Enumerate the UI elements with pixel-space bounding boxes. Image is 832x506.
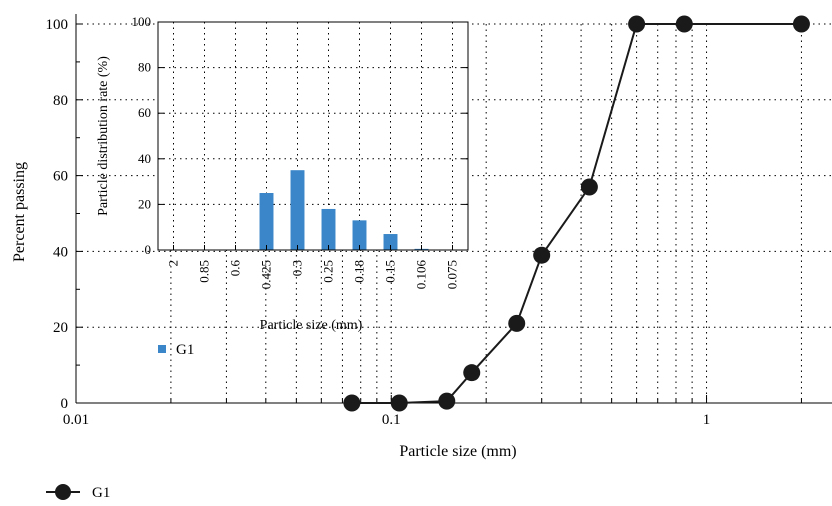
inset-x-tick-label: 0.15 bbox=[383, 260, 398, 283]
main-series-point bbox=[463, 364, 481, 382]
inset-y-tick-label: 100 bbox=[132, 14, 152, 29]
main-x-tick-label: 0.1 bbox=[382, 412, 401, 428]
inset-bar bbox=[383, 234, 398, 250]
main-y-axis-title: Percent passing bbox=[11, 162, 28, 262]
inset-bar bbox=[352, 220, 367, 250]
inset-x-tick-label: 0.6 bbox=[228, 260, 243, 277]
main-y-tick-label: 100 bbox=[46, 17, 69, 33]
main-series-line bbox=[351, 23, 802, 404]
inset-y-tick-label: 0 bbox=[145, 242, 152, 257]
inset-bar bbox=[290, 170, 305, 250]
main-series-point bbox=[792, 15, 810, 33]
inset-x-tick-label: 0.075 bbox=[445, 260, 460, 289]
main-series-point bbox=[533, 246, 551, 264]
main-legend-label: G1 bbox=[92, 485, 110, 501]
inset-background bbox=[158, 22, 468, 250]
inset-y-tick-label: 60 bbox=[138, 105, 151, 120]
main-legend-marker bbox=[55, 484, 71, 500]
inset-x-tick-label: 2 bbox=[166, 260, 181, 267]
main-series-point bbox=[580, 178, 598, 196]
inset-frame bbox=[157, 21, 469, 251]
inset-y-tick-label: 40 bbox=[138, 151, 151, 166]
main-series-point bbox=[343, 394, 361, 412]
inset-gridlines bbox=[158, 22, 468, 250]
main-y-tick-label: 40 bbox=[53, 244, 68, 260]
main-y-tick-label: 80 bbox=[53, 93, 68, 109]
inset-x-axis-title: Particle size (mm) bbox=[260, 318, 363, 333]
inset-axes: 0 20 40 60 80 100 2 0.85 0.6 0.425 0.3 0.25 0.18 0.15… bbox=[132, 14, 469, 289]
main-series-point bbox=[628, 15, 646, 33]
main-series-point bbox=[675, 15, 693, 33]
inset-y-tick-label: 80 bbox=[138, 60, 151, 75]
main-series bbox=[343, 15, 810, 412]
main-y-tick-label: 0 bbox=[61, 396, 69, 412]
inset-x-tick-label: 0.18 bbox=[352, 260, 367, 283]
inset-x-tick-label: 0.106 bbox=[414, 260, 429, 290]
main-series-point bbox=[438, 392, 456, 410]
inset-bar bbox=[321, 208, 336, 250]
main-x-axis-title: Particle size (mm) bbox=[399, 443, 516, 460]
inset-bars bbox=[259, 170, 429, 250]
inset-x-tick-label: 0.85 bbox=[197, 260, 212, 283]
main-y-tick-label: 60 bbox=[53, 169, 68, 185]
inset-y-tick-label: 20 bbox=[138, 196, 151, 211]
main-series-point bbox=[508, 314, 526, 332]
main-x-tick-label: 0.01 bbox=[63, 412, 89, 428]
inset-legend-swatch bbox=[158, 345, 166, 353]
inset-x-tick-label: 0.3 bbox=[290, 260, 305, 276]
inset-bar bbox=[259, 193, 274, 250]
inset-legend-label: G1 bbox=[176, 342, 194, 358]
inset-x-tick-label: 0.425 bbox=[259, 260, 274, 289]
main-series-point bbox=[390, 394, 408, 412]
inset-x-tick-label: 0.25 bbox=[321, 260, 336, 283]
main-x-tick-label: 1 bbox=[703, 412, 711, 428]
main-y-tick-label: 20 bbox=[53, 320, 68, 336]
inset-y-axis-title: Particle distribution rate (%) bbox=[96, 56, 111, 216]
